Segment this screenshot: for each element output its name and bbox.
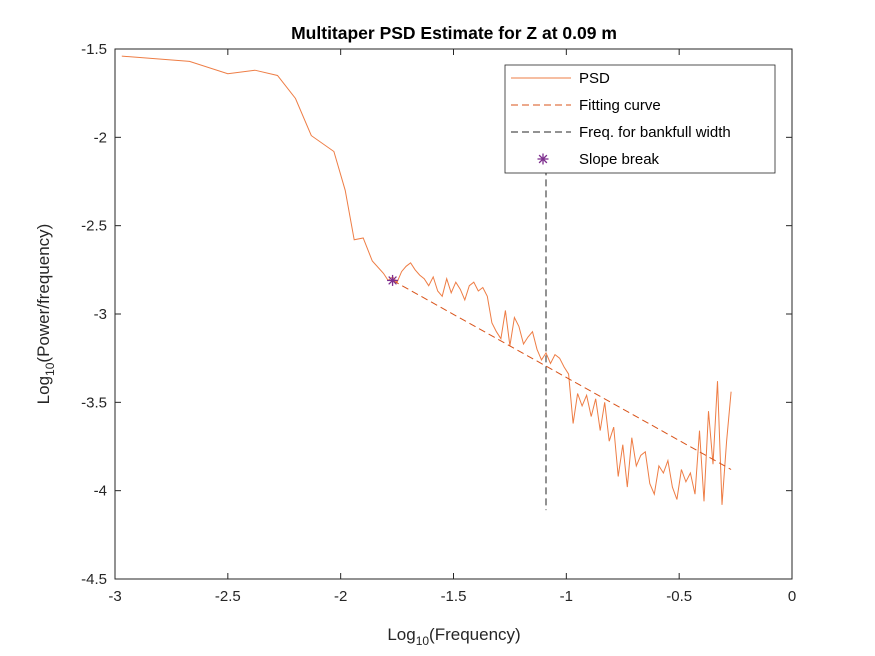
y-tick-label: -3.5	[81, 394, 107, 411]
legend-label: PSD	[579, 70, 610, 87]
chart-title: Multitaper PSD Estimate for Z at 0.09 m	[291, 23, 617, 43]
axis-tick-labels: -3 -2.5 -2 -1.5 -1 -0.5 0 -4.5 -4 -3.5 -3 -2.5 -2 -1.…	[81, 41, 796, 605]
fitting-curve-line	[392, 279, 732, 470]
y-tick-label: -3	[94, 306, 107, 323]
y-tick-label: -2	[94, 129, 107, 146]
y-tick-label: -2.5	[81, 218, 107, 235]
x-tick-label: -1.5	[441, 588, 467, 605]
legend-box	[504, 64, 776, 174]
x-tick-label: -2.5	[215, 588, 241, 605]
y-tick-label: -4	[94, 483, 107, 500]
x-tick-label: 0	[788, 588, 796, 605]
legend-item-slope-break: Slope break	[537, 151, 660, 168]
y-tick-label: -4.5	[81, 571, 107, 588]
y-axis-label: Log10(Power/frequency)	[34, 224, 57, 405]
x-tick-label: -2	[334, 588, 347, 605]
x-axis-label: Log10(Frequency)	[387, 625, 520, 648]
legend-item-psd: PSD	[511, 70, 610, 87]
legend-swatch	[537, 153, 549, 165]
psd-line	[121, 55, 732, 505]
slope-break-marker	[387, 274, 399, 286]
legend-label: Fitting curve	[579, 97, 661, 114]
legend-item-fitting-curve: Fitting curve	[511, 97, 661, 114]
x-tick-label: -0.5	[666, 588, 692, 605]
x-tick-label: -1	[560, 588, 573, 605]
legend: PSD Fitting curve Freq. for bankfull width…	[504, 64, 776, 174]
legend-label: Slope break	[579, 151, 660, 168]
legend-label: Freq. for bankfull width	[579, 124, 731, 141]
legend-item-freq-for-bankfull-width: Freq. for bankfull width	[511, 124, 731, 141]
y-tick-label: -1.5	[81, 41, 107, 58]
axis-ticks	[114, 48, 793, 580]
x-tick-label: -3	[108, 588, 121, 605]
